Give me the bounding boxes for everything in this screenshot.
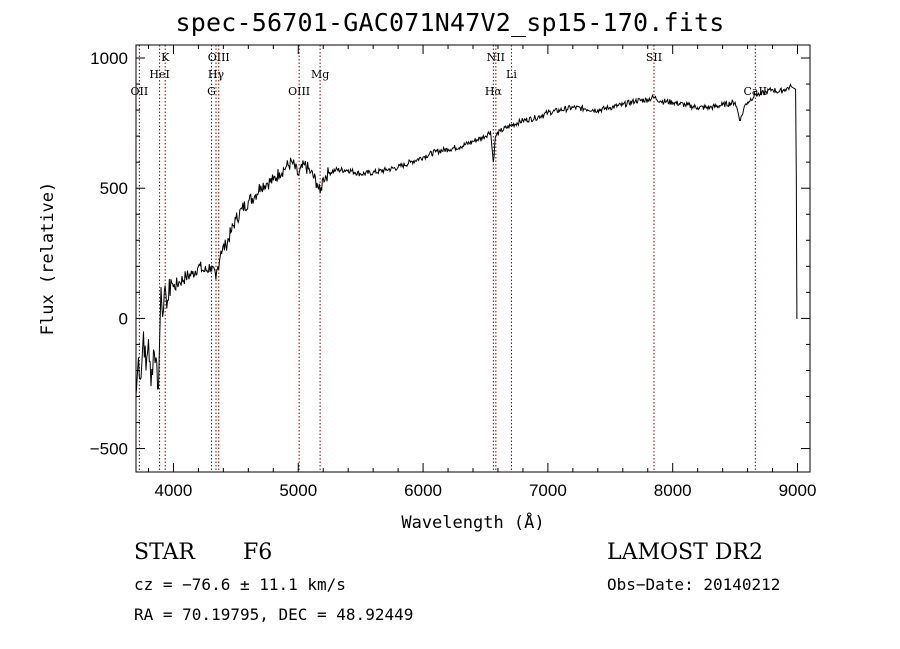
spectral-line-label: SII — [646, 51, 662, 64]
spectral-line-label: CaII — [743, 85, 767, 98]
object-subclass: F6 — [243, 540, 273, 565]
x-tick-label: 5000 — [279, 481, 317, 500]
x-tick-label: 4000 — [155, 481, 193, 500]
y-tick-label: 1000 — [90, 49, 128, 68]
spectral-line-label: OIII — [208, 51, 230, 64]
x-tick-label: 7000 — [529, 481, 567, 500]
observation-date: Obs−Date: 20140212 — [607, 575, 781, 594]
survey-name: LAMOST DR2 — [607, 540, 763, 565]
spectral-line-label: K — [161, 51, 170, 64]
x-tick-label: 9000 — [779, 481, 817, 500]
spectrum-trace — [135, 83, 798, 397]
coordinates: RA = 70.19795, DEC = 48.92449 — [134, 605, 414, 624]
spectral-line-label: NII — [487, 51, 505, 64]
spectral-line-label: OIII — [288, 85, 310, 98]
spectral-line-label: Hγ — [208, 68, 225, 81]
x-tick-label: 6000 — [404, 481, 442, 500]
x-tick-label: 8000 — [654, 481, 692, 500]
y-tick-label: −500 — [90, 440, 128, 459]
x-axis-label: Wavelength (Å) — [401, 511, 544, 533]
spectral-line-label: HeI — [149, 68, 169, 81]
plot-frame — [135, 44, 811, 473]
redshift-info: cz = −76.6 ± 11.1 km/s — [134, 575, 346, 594]
chart-title: spec-56701-GAC071N47V2_sp15-170.fits — [175, 8, 725, 37]
spectral-line-label: G — [207, 85, 216, 98]
object-class: STAR — [134, 540, 195, 565]
spectral-line-label: Hα — [485, 85, 503, 98]
y-tick-label: 500 — [100, 179, 128, 198]
y-tick-label: 0 — [119, 309, 128, 328]
spectral-line-label: Li — [506, 68, 517, 81]
spectral-line-label: Mg — [311, 68, 329, 81]
y-axis-label: Flux (relative) — [38, 182, 58, 336]
spectral-line-label: OII — [131, 85, 149, 98]
